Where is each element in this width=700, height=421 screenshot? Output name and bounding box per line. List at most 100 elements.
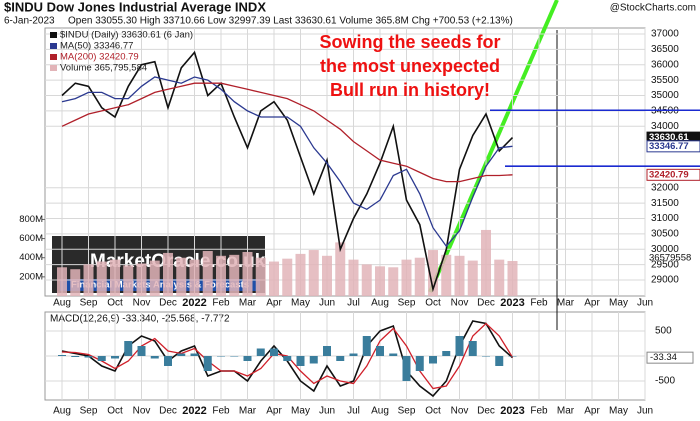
- x-tick-label: Apr: [584, 406, 600, 417]
- x-tick-label: Jul: [347, 298, 360, 309]
- x-tick-label: Sep: [398, 406, 416, 417]
- volume-bar: [149, 260, 160, 296]
- x-tick-label: 2023: [500, 297, 524, 309]
- x-tick-label: Sep: [398, 298, 416, 309]
- y-tick-label: 35000: [651, 90, 679, 101]
- x-tick-label: Oct: [107, 406, 123, 417]
- volume-bar: [282, 258, 293, 296]
- value-label: 33630.61: [649, 132, 689, 143]
- x-tick-label: May: [609, 406, 628, 417]
- volume-bar: [401, 259, 412, 296]
- volume-bar: [202, 251, 213, 296]
- y-tick-label: 31000: [651, 213, 679, 224]
- quote: Open 33055.30 High 33710.66 Low 32997.39…: [68, 16, 513, 27]
- y-tick-label: 31500: [651, 198, 679, 209]
- legend-key: [50, 65, 57, 71]
- volume-bar: [57, 267, 67, 296]
- volume-bar: [123, 265, 134, 296]
- volume-bar: [428, 250, 438, 296]
- histogram-bar: [243, 356, 252, 361]
- x-tick-label: Nov: [451, 298, 469, 309]
- y-tick-label: 500: [655, 326, 672, 337]
- price-line: [61, 50, 514, 293]
- histogram-bar: [177, 353, 186, 356]
- x-tick-label: Sep: [80, 406, 98, 417]
- histogram-bar: [111, 356, 119, 359]
- histogram-bar: [336, 356, 345, 361]
- y-tick-label: 30500: [651, 229, 679, 240]
- y-tick-label: 37000: [651, 29, 679, 40]
- volume-value-label: 36579558: [649, 253, 691, 264]
- x-tick-label: Feb: [530, 298, 548, 309]
- volume-bar: [269, 261, 279, 296]
- value-label-box: [646, 351, 694, 364]
- x-tick-label: Dec: [159, 298, 177, 309]
- x-tick-label: Dec: [159, 406, 177, 417]
- volume-bar: [361, 264, 372, 296]
- volume-bar: [467, 260, 478, 296]
- y-tick-label: 29000: [651, 275, 679, 286]
- histogram-bar: [362, 336, 371, 356]
- histogram-bar: [124, 341, 133, 356]
- y-tick-label: -500: [655, 376, 675, 387]
- histogram-bar: [71, 356, 80, 357]
- histogram-bar: [376, 346, 384, 356]
- volume-bar: [70, 269, 81, 296]
- x-tick-label: Oct: [425, 298, 441, 309]
- histogram-bar: [164, 356, 172, 366]
- volume-bar: [348, 259, 359, 296]
- volume-bar: [216, 255, 226, 296]
- volume-bar: [507, 260, 518, 296]
- legend-key: [50, 32, 57, 38]
- x-tick-label: Jun: [319, 406, 335, 417]
- volume-bar: [229, 254, 240, 296]
- x-tick-label: Nov: [133, 406, 151, 417]
- histogram-bar: [256, 348, 265, 356]
- date: 6-Jan-2023: [4, 16, 55, 27]
- volume-bar: [414, 257, 425, 296]
- volume-bar: [189, 259, 200, 296]
- volume-bar: [255, 257, 266, 296]
- histogram-bar: [402, 356, 411, 381]
- volume-bar: [322, 255, 332, 296]
- x-tick-label: Aug: [53, 298, 71, 309]
- y-tick-label: 35500: [651, 75, 679, 86]
- y-tick-label: 29500: [651, 259, 679, 270]
- volume-bar: [335, 242, 346, 296]
- y-tick-label: 36000: [651, 59, 679, 70]
- x-tick-label: Feb: [212, 298, 230, 309]
- histogram-bar: [495, 356, 504, 366]
- volume-tick-label: 600M: [19, 233, 43, 244]
- x-tick-label: Mar: [239, 406, 257, 417]
- x-tick-label: Jul: [347, 406, 360, 417]
- volume-bar: [136, 263, 147, 296]
- histogram-bar: [468, 341, 477, 356]
- y-tick-label: 30000: [651, 244, 679, 255]
- x-tick-label: Mar: [239, 298, 257, 309]
- x-tick-label: 2023: [500, 405, 524, 417]
- histogram-bar: [230, 356, 239, 357]
- histogram-bar: [190, 353, 199, 356]
- volume-bar: [83, 264, 94, 296]
- legend-label: MA(200) 32420.79: [60, 52, 139, 63]
- histogram-bar: [283, 356, 292, 361]
- histogram-bar: [442, 351, 451, 356]
- histogram-bar: [349, 353, 358, 356]
- x-tick-label: May: [291, 298, 310, 309]
- volume-bar: [242, 251, 253, 296]
- volume-bar: [454, 255, 465, 296]
- histogram-bar: [137, 346, 146, 356]
- x-tick-label: Feb: [212, 406, 230, 417]
- histogram-bar: [97, 356, 106, 361]
- value-label: -33.34: [650, 352, 677, 363]
- histogram-bar: [415, 356, 424, 371]
- legend-label: $INDU (Daily) 33630.61 (6 Jan): [60, 30, 193, 41]
- volume-bar: [110, 259, 120, 296]
- histogram-bar: [58, 355, 66, 356]
- volume-bar: [96, 261, 107, 296]
- x-tick-label: Oct: [425, 406, 441, 417]
- x-tick-label: Jun: [637, 298, 653, 309]
- histogram-bar: [84, 356, 93, 358]
- series-line: [61, 76, 513, 248]
